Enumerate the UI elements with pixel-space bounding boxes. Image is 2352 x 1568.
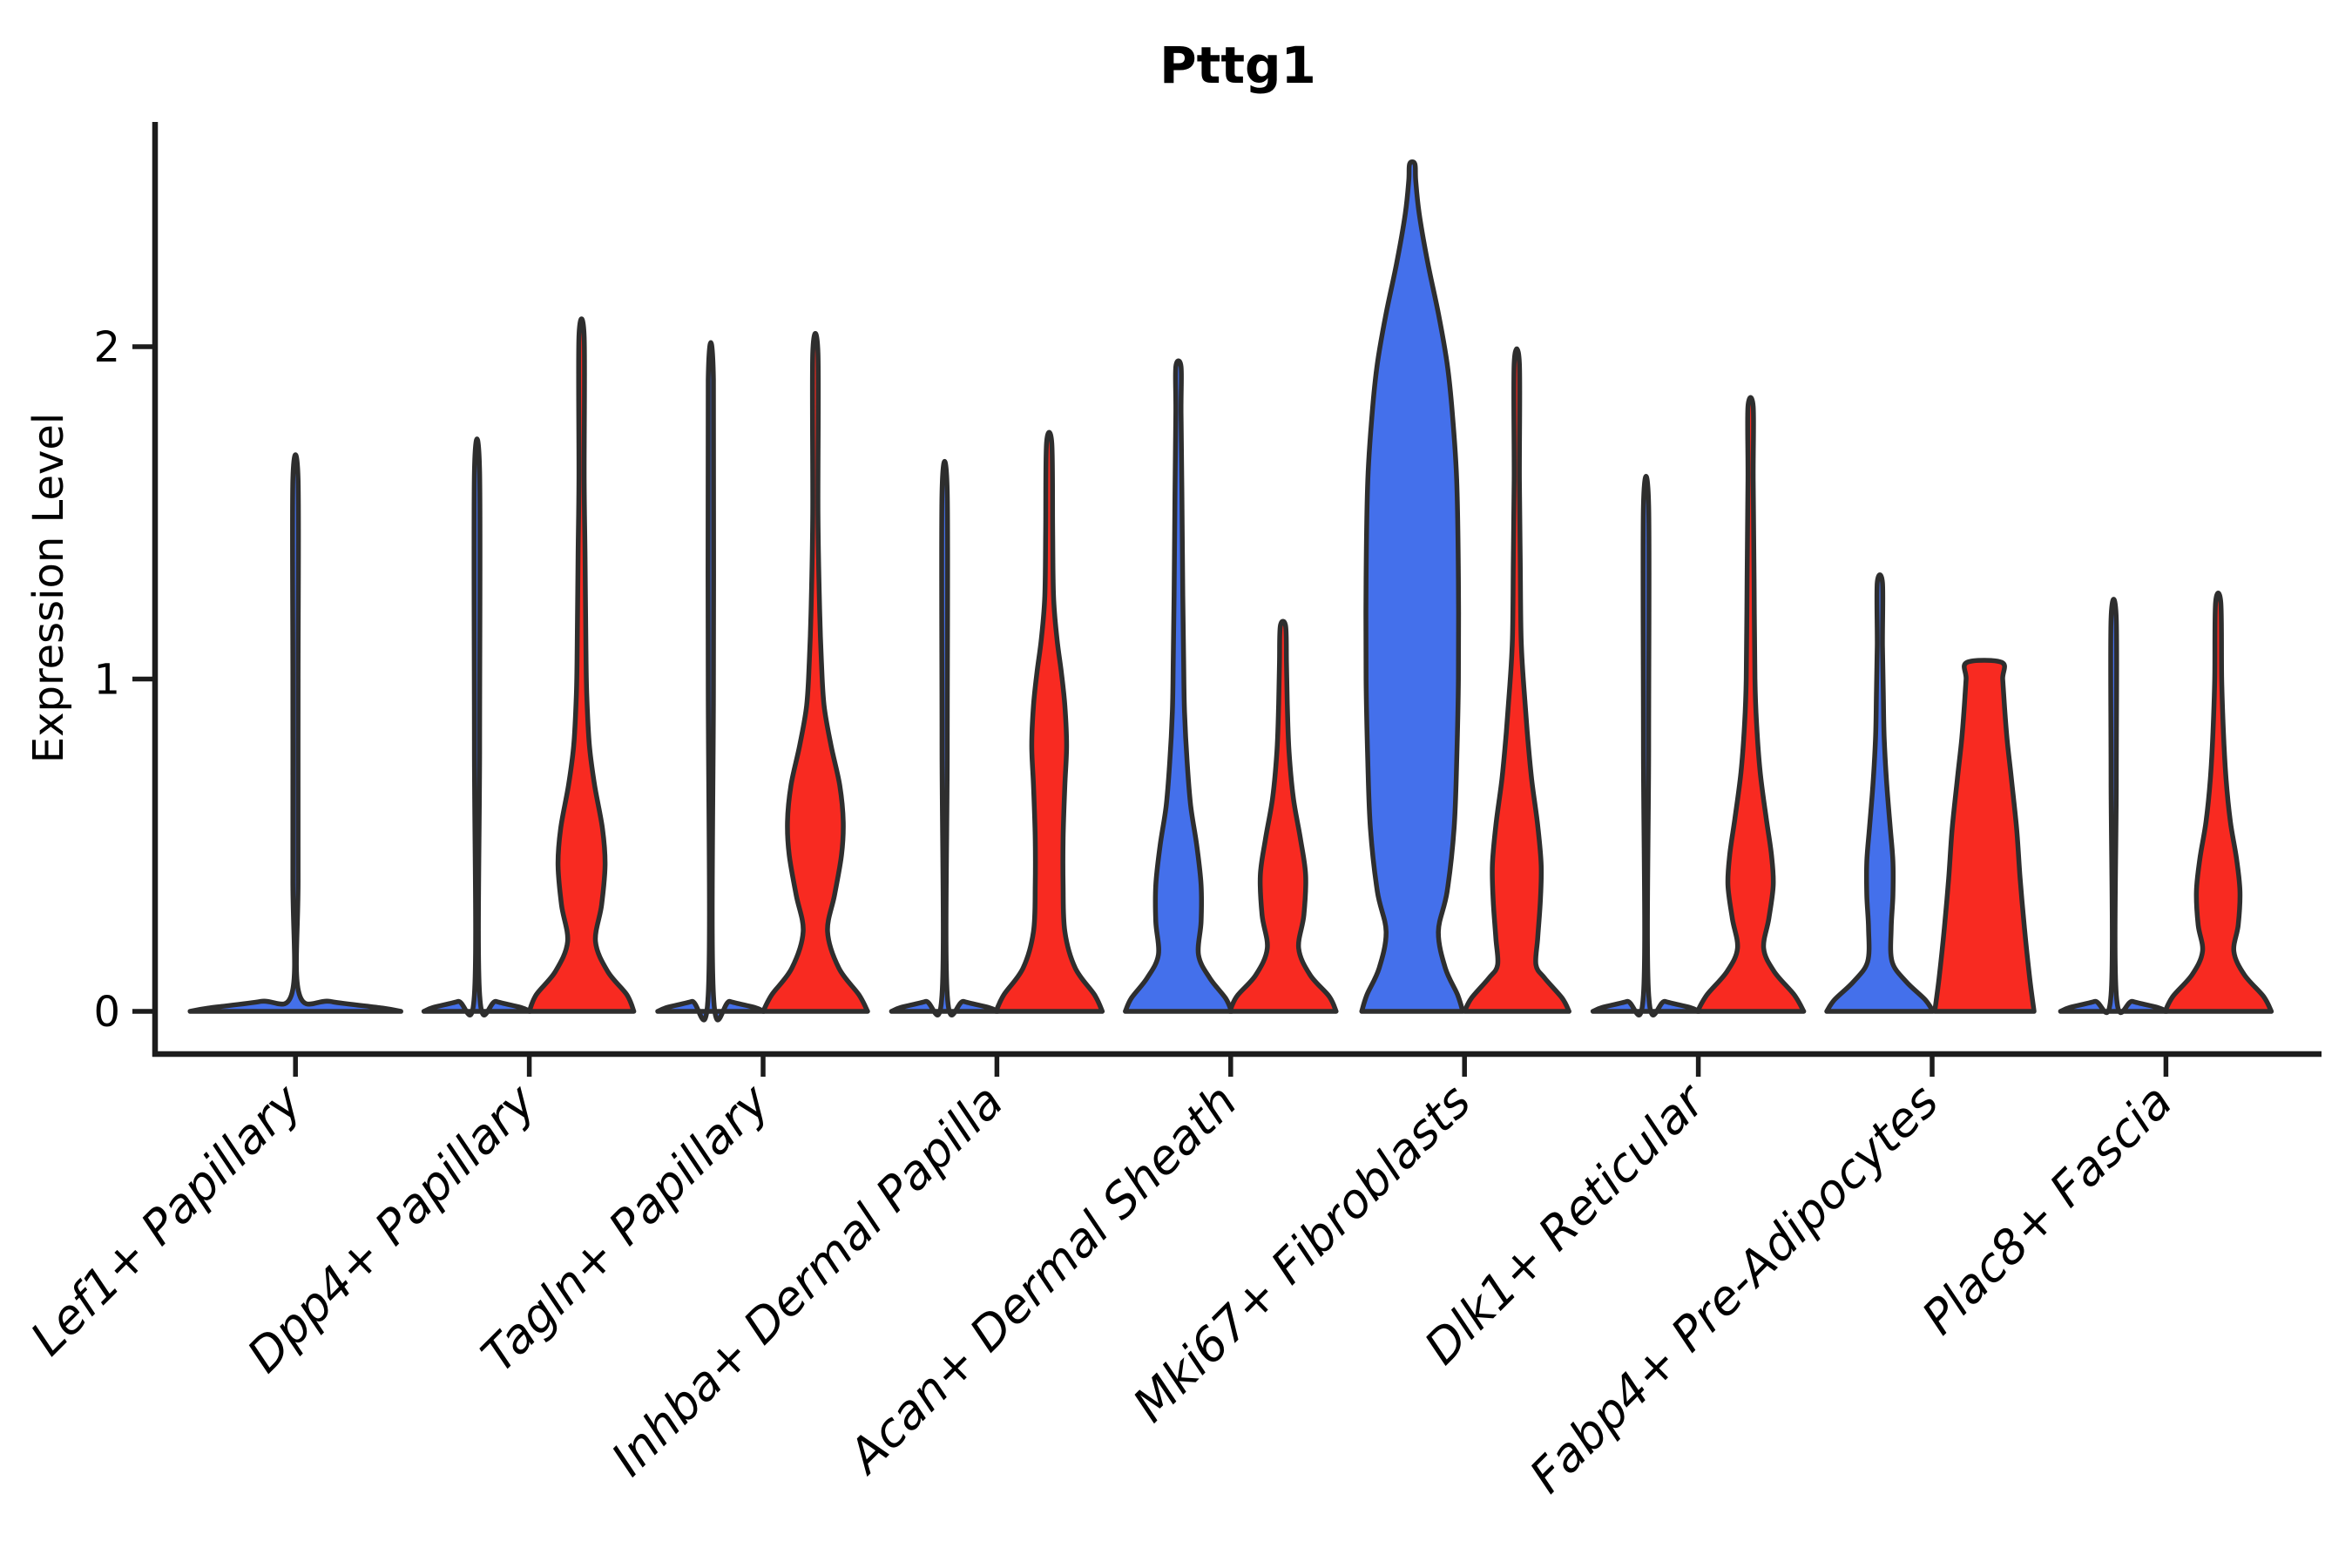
violin-blue-cat5 [1359, 159, 1465, 1014]
violin-red-cat4 [1227, 618, 1339, 1014]
violin-blue-cat1 [421, 436, 533, 1017]
chart-title: Pttg1 [1159, 36, 1316, 95]
violin-blue-cat7 [1824, 572, 1936, 1014]
y-tick-label: 2 [93, 323, 120, 372]
violin-blue-cat8 [2058, 597, 2170, 1016]
violin-blue-cat6 [1590, 474, 1702, 1017]
violin-red-cat6 [1694, 395, 1807, 1014]
x-tick-label: Plac8+ Fascia [1911, 1074, 2182, 1345]
x-tick-label: Acan+ Dermal Sheath [836, 1074, 1247, 1485]
violin-red-cat2 [760, 331, 870, 1014]
violin-blue-cat3 [889, 459, 1001, 1017]
violin-red-cat1 [526, 316, 637, 1014]
x-tick-label: Inhba+ Dermal Papilla [601, 1074, 1014, 1487]
violin-red-cat7 [1932, 658, 2037, 1014]
y-axis-label: Expression Level [24, 413, 73, 764]
violin-red-cat8 [2162, 591, 2274, 1014]
violin-blue-cat2 [655, 340, 767, 1023]
y-tick-label: 1 [93, 655, 120, 704]
violin-blue-cat0 [187, 452, 403, 1014]
y-tick-label: 0 [93, 988, 120, 1037]
x-tick-label: Fabp4+ Pre-Adipocytes [1519, 1074, 1949, 1504]
violin-blue-cat4 [1123, 358, 1234, 1014]
violin-red-cat5 [1462, 346, 1571, 1014]
violin-red-cat3 [993, 429, 1105, 1014]
violins-layer [187, 159, 2274, 1023]
